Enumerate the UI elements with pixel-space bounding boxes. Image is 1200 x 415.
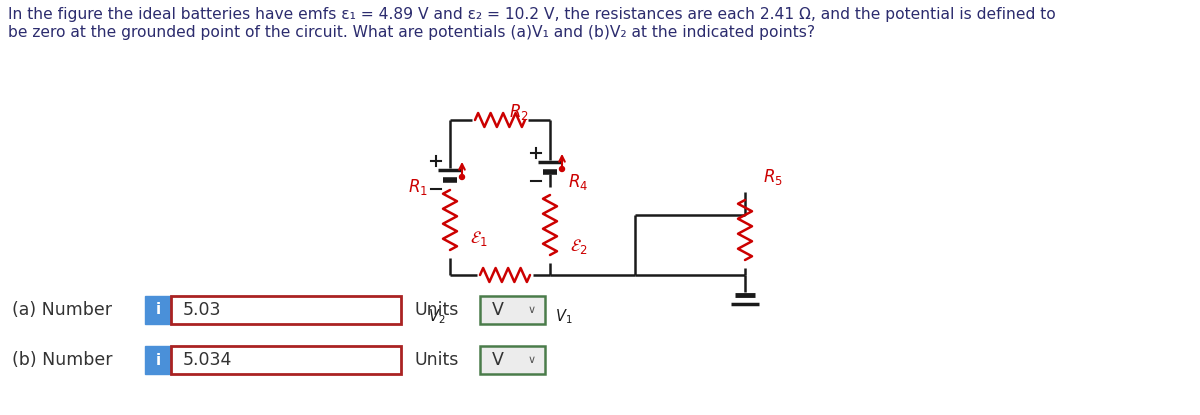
Text: (b) Number: (b) Number xyxy=(12,351,113,369)
Text: $R_4$: $R_4$ xyxy=(568,172,588,192)
Circle shape xyxy=(460,174,464,180)
Circle shape xyxy=(559,166,564,171)
FancyBboxPatch shape xyxy=(145,346,172,374)
Text: V: V xyxy=(492,301,504,319)
Text: Units: Units xyxy=(415,351,460,369)
FancyBboxPatch shape xyxy=(480,346,545,374)
Text: In the figure the ideal batteries have emfs ε₁ = 4.89 V and ε₂ = 10.2 V, the res: In the figure the ideal batteries have e… xyxy=(8,7,1056,22)
Text: $R_5$: $R_5$ xyxy=(763,167,782,187)
Text: $\mathcal{E}_2$: $\mathcal{E}_2$ xyxy=(570,237,588,256)
Text: $V_2$: $V_2$ xyxy=(427,307,445,326)
Text: $\mathcal{E}_1$: $\mathcal{E}_1$ xyxy=(470,229,487,247)
FancyBboxPatch shape xyxy=(172,296,401,324)
Text: 5.03: 5.03 xyxy=(182,301,222,319)
Text: i: i xyxy=(156,352,161,368)
Text: i: i xyxy=(156,303,161,317)
Text: be zero at the grounded point of the circuit. What are potentials (a)V₁ and (b)V: be zero at the grounded point of the cir… xyxy=(8,25,815,40)
Text: 5.034: 5.034 xyxy=(182,351,233,369)
Text: $R_3$: $R_3$ xyxy=(506,300,526,320)
Text: ∨: ∨ xyxy=(528,355,536,365)
Text: ∨: ∨ xyxy=(528,305,536,315)
Text: $R_2$: $R_2$ xyxy=(509,102,529,122)
Text: $R_1$: $R_1$ xyxy=(408,177,428,197)
FancyBboxPatch shape xyxy=(172,346,401,374)
Text: $V_1$: $V_1$ xyxy=(554,307,572,326)
Text: V: V xyxy=(492,351,504,369)
Text: Units: Units xyxy=(415,301,460,319)
FancyBboxPatch shape xyxy=(480,296,545,324)
Text: (a) Number: (a) Number xyxy=(12,301,112,319)
FancyBboxPatch shape xyxy=(145,296,172,324)
